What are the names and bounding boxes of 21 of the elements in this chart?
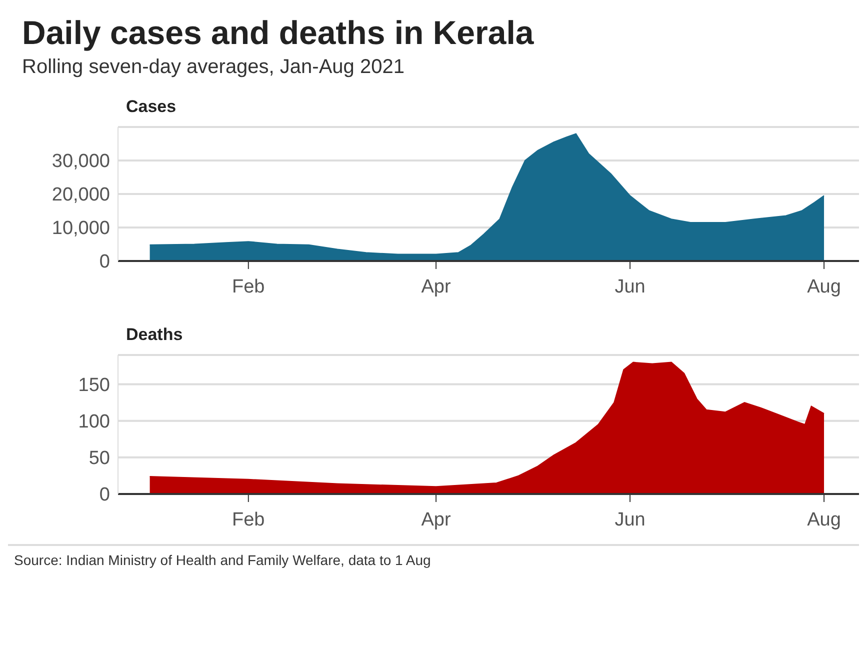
y-axis-title: Cases <box>125 96 178 117</box>
y-tick-label: 50 <box>88 448 110 470</box>
x-tick-label: Aug <box>807 509 841 530</box>
x-tick-label: Jun <box>614 509 646 530</box>
source-note: Source: Indian Ministry of Health and Family Welfare, data to 1 Aug <box>8 544 859 568</box>
y-tick-label: 0 <box>99 252 110 273</box>
y-tick-label: 10,000 <box>52 218 110 240</box>
x-tick-label: Apr <box>421 509 452 530</box>
x-tick-label: Feb <box>232 276 265 298</box>
y-tick-label: 30,000 <box>52 151 110 172</box>
x-tick-label: Jun <box>614 276 646 298</box>
chart-subtitle: Rolling seven-day averages, Jan-Aug 2021 <box>21 55 406 79</box>
x-tick-label: Apr <box>421 276 452 298</box>
y-tick-label: 100 <box>78 412 110 433</box>
x-tick-label: Feb <box>232 509 265 530</box>
y-tick-label: 150 <box>78 375 110 396</box>
y-tick-label: 20,000 <box>52 184 110 206</box>
chart-title: Daily cases and deaths in Kerala <box>21 13 535 52</box>
y-axis-title: Deaths <box>125 324 184 345</box>
y-tick-label: 0 <box>99 484 110 506</box>
x-tick-label: Aug <box>807 276 841 298</box>
